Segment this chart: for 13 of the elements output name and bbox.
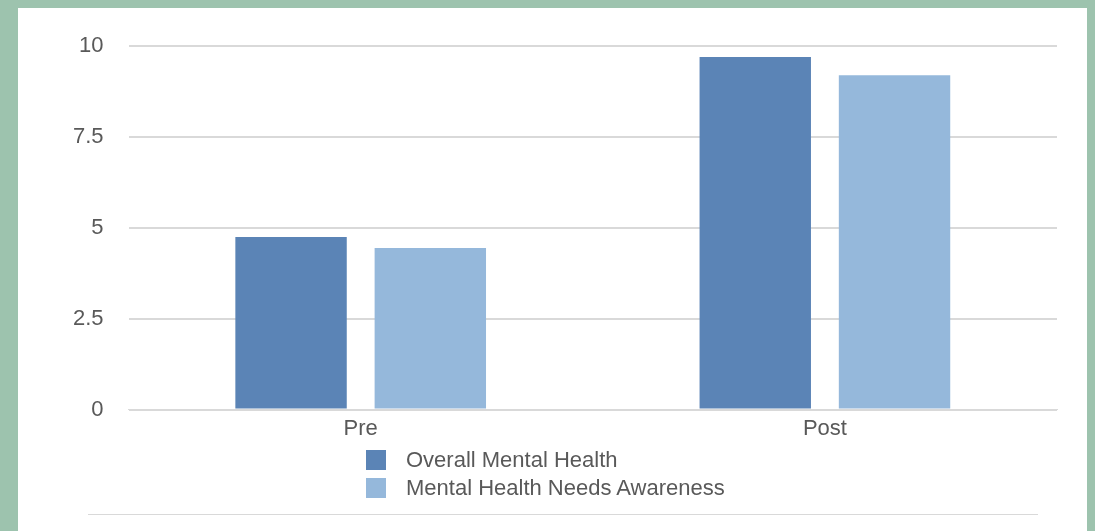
y-tick-label: 7.5 — [72, 123, 104, 149]
y-tick-label: 0 — [91, 395, 104, 421]
legend-label: Overall Mental Health — [406, 447, 618, 473]
legend-label: Mental Health Needs Awareness — [406, 475, 725, 501]
y-tick-label: 10 — [79, 32, 104, 58]
x-tick-label: Pre — [343, 414, 378, 440]
bar — [374, 247, 487, 409]
bar — [235, 236, 347, 409]
y-tick-label: 5 — [91, 213, 104, 239]
y-tick-label: 2.5 — [72, 304, 104, 330]
bar — [699, 57, 811, 409]
x-tick-label: Post — [802, 414, 847, 440]
bar — [838, 75, 951, 409]
